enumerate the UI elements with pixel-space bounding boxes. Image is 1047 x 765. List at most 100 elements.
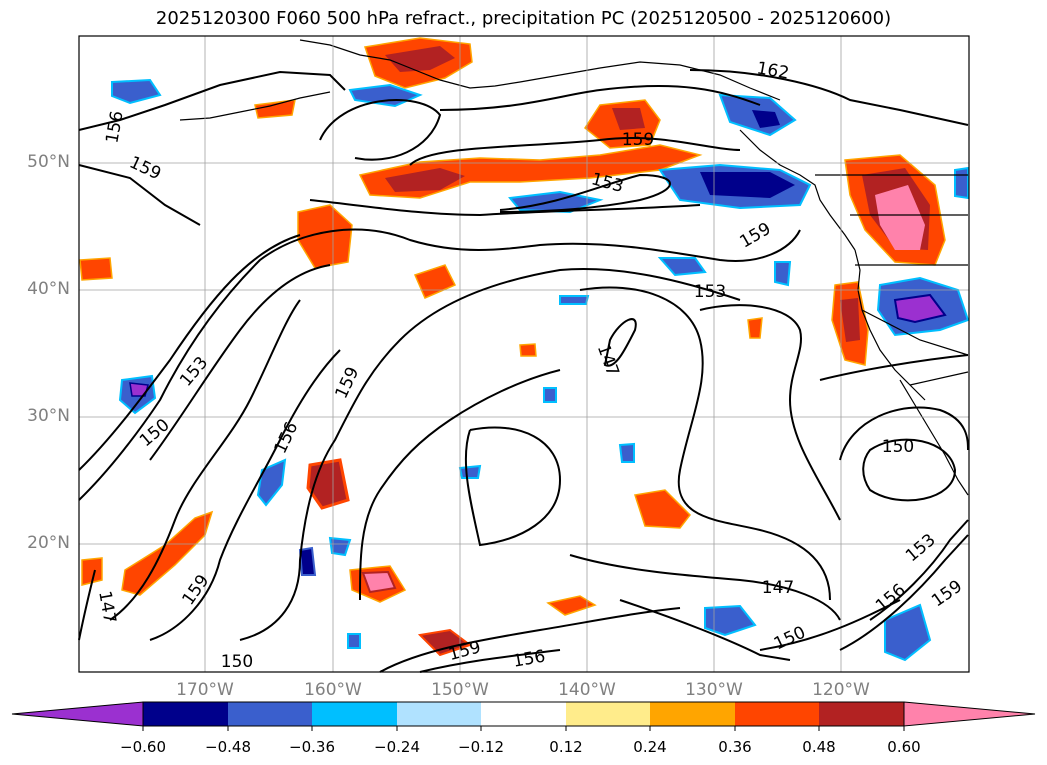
colorbar-tick-label: −0.24 <box>374 738 420 756</box>
lat-label-40n: 40°N <box>27 279 70 299</box>
precip-patch <box>458 464 482 479</box>
colorbar-swatch <box>819 702 904 726</box>
contour-label: 159 <box>622 130 654 150</box>
precip-patch <box>81 557 103 586</box>
contour-line <box>699 304 841 521</box>
contour-line <box>862 438 957 502</box>
colorbar-tick-label: 0.36 <box>718 738 752 756</box>
precip-patch <box>361 570 397 594</box>
precip-patch <box>884 603 932 662</box>
precip-patch <box>256 458 287 507</box>
contour-line <box>109 299 301 621</box>
contour-line <box>78 164 201 226</box>
colorbar-frame <box>142 701 905 727</box>
contour-line <box>619 599 791 661</box>
precip-patch <box>559 295 590 305</box>
precip-negative-shading <box>111 78 970 662</box>
contour-label: 147 <box>762 578 794 598</box>
contour-line <box>409 136 741 166</box>
contour-line <box>603 318 637 367</box>
contour-line <box>78 70 346 131</box>
colorbar-swatch <box>228 702 312 726</box>
contour-line <box>759 599 901 651</box>
precip-patch <box>111 78 162 105</box>
precip-patch <box>893 293 947 324</box>
contour-line <box>839 406 969 461</box>
colorbar-tick-label: 0.24 <box>633 738 667 756</box>
precip-patch <box>840 298 860 342</box>
colorbar-swatch <box>650 702 735 726</box>
map-title: 2025120300 F060 500 hPa refract., precip… <box>155 8 892 29</box>
contour-line <box>319 99 442 161</box>
canada-coast <box>739 129 856 251</box>
precip-patch <box>700 172 795 198</box>
precip-patch <box>875 185 925 250</box>
contour-line <box>149 264 331 461</box>
precip-patch <box>618 442 635 463</box>
lat-label-50n: 50°N <box>27 152 70 172</box>
contour-line <box>464 426 562 547</box>
contour-label: 150 <box>882 437 914 457</box>
colorbar-tick-label: 0.12 <box>549 738 583 756</box>
colorbar-tick-label: −0.12 <box>458 738 504 756</box>
contour-line <box>149 349 341 641</box>
us-west-coast <box>854 249 926 401</box>
precip-patch <box>954 166 969 200</box>
contour-line <box>309 199 701 217</box>
precip-patch <box>417 628 473 657</box>
contour-line <box>499 173 671 213</box>
lon-label-140w: 140°W <box>558 680 616 700</box>
contour-line <box>839 534 969 651</box>
precip-patch <box>704 604 757 637</box>
colorbar-swatch <box>735 702 819 726</box>
contour-line <box>379 607 681 673</box>
baja-coast <box>899 379 969 496</box>
contour-line <box>239 268 741 641</box>
precip-patch <box>79 257 113 281</box>
colorbar-swatch <box>312 702 397 726</box>
state-line <box>861 309 969 356</box>
colorbar-tick-label: 0.48 <box>802 738 836 756</box>
contour-line <box>869 519 969 621</box>
contour-line <box>78 569 96 641</box>
contour-line <box>819 354 969 381</box>
colorbar-swatch <box>397 702 481 726</box>
colorbar-tick-label: −0.36 <box>289 738 335 756</box>
contour-line <box>439 85 761 111</box>
contour-line <box>689 69 969 126</box>
precip-positive-shading <box>79 37 946 657</box>
precip-patch <box>328 536 352 557</box>
lon-label-130w: 130°W <box>685 680 743 700</box>
precip-patch <box>747 317 763 339</box>
lon-label-170w: 170°W <box>176 680 234 700</box>
colorbar-tick-label: −0.60 <box>120 738 166 756</box>
lon-label-160w: 160°W <box>304 680 362 700</box>
map-frame <box>78 35 970 673</box>
lon-label-120w: 120°W <box>812 680 870 700</box>
contour-label: 150 <box>221 652 253 672</box>
contour-line <box>78 228 801 501</box>
colorbar-tick-label: 0.60 <box>887 738 921 756</box>
colorbar-extend-low <box>11 701 144 727</box>
lat-label-30n: 30°N <box>27 406 70 426</box>
lat-label-20n: 20°N <box>27 533 70 553</box>
precip-patch <box>546 595 597 616</box>
contour-line <box>419 649 561 673</box>
precip-patch <box>385 168 465 192</box>
precip-patch <box>298 546 317 576</box>
precip-patch <box>129 382 149 397</box>
precip-patch <box>774 261 792 287</box>
precip-patch <box>752 110 780 128</box>
precip-patch <box>657 257 707 277</box>
colorbar-swatch <box>143 702 228 726</box>
precip-patch <box>634 489 691 529</box>
colorbar <box>11 701 1036 731</box>
contour-line <box>78 234 301 471</box>
contour-line <box>579 286 831 601</box>
precip-patch <box>347 633 361 649</box>
colorbar-tick-label: −0.48 <box>205 738 251 756</box>
mexico-border <box>909 371 969 386</box>
contour-line <box>569 554 841 621</box>
colorbar-swatch <box>566 702 650 726</box>
